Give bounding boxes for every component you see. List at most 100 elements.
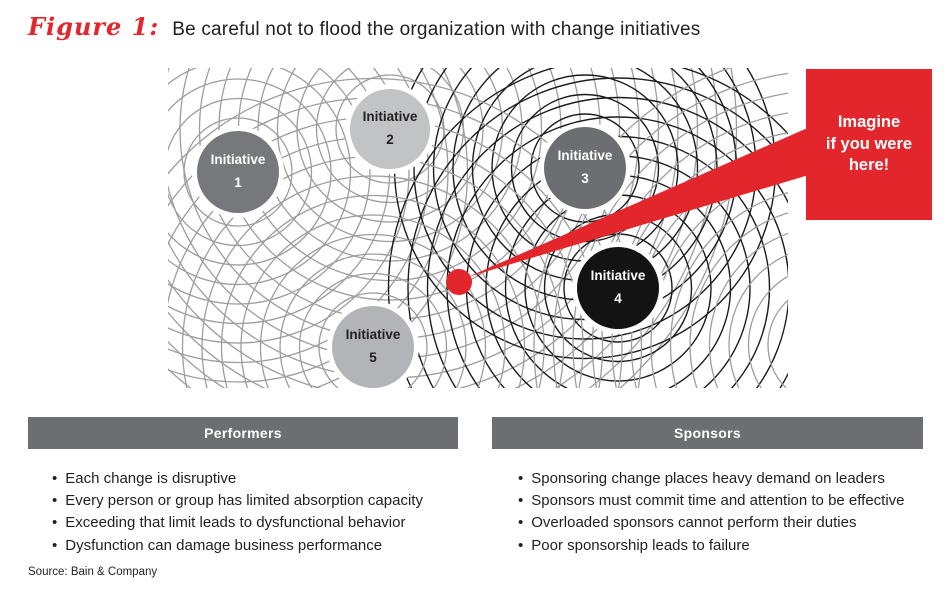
bullet-text: Each change is disruptive — [65, 469, 237, 487]
bullet-text: Sponsoring change places heavy demand on… — [531, 469, 885, 487]
figure-header: Figure 1: Be careful not to flood the or… — [28, 12, 700, 41]
sponsors-header-label: Sponsors — [674, 425, 741, 441]
ripple-ring — [240, 214, 506, 388]
ripple-ring — [611, 132, 788, 388]
performers-header-label: Performers — [204, 425, 282, 441]
ripple-ring — [572, 92, 788, 388]
bullet-item: • Sponsors must commit time and attention… — [518, 489, 905, 511]
ripple-ring — [708, 232, 788, 388]
ripple-ring — [168, 68, 352, 286]
initiative-number: 5 — [369, 350, 377, 365]
ripple-ring — [259, 233, 487, 388]
ripple-ring — [524, 194, 712, 382]
ripple-ring — [446, 116, 788, 388]
source-note: Source: Bain & Company — [28, 566, 158, 578]
bullet-item: • Poor sponsorship leads to failure — [518, 534, 905, 556]
callout-line: if you were — [825, 134, 913, 153]
ripple-ring — [747, 275, 788, 388]
ripple-ring — [591, 112, 788, 388]
bullet-dot: • — [518, 536, 524, 554]
ripple-ring — [279, 253, 467, 388]
bullet-item: • Each change is disruptive — [52, 467, 423, 489]
initiative-circle-4: Initiative 4 — [577, 247, 659, 329]
ripple-ring — [767, 299, 788, 388]
imagine-callout-box: Imagine if you were here! — [806, 69, 932, 220]
bullet-dot: • — [518, 469, 524, 487]
initiative-label: Initiative — [362, 109, 418, 125]
ripple-ring — [669, 192, 788, 388]
ripple-ring — [218, 68, 562, 301]
sponsors-header-bar: Sponsors — [492, 417, 923, 449]
ripple-ring — [168, 77, 643, 388]
figure-title: Be careful not to flood the organization… — [172, 19, 701, 40]
performers-header-bar: Performers — [28, 417, 458, 449]
bullet-text: Exceeding that limit leads to dysfunctio… — [65, 514, 406, 532]
you-are-here-dot — [446, 269, 472, 295]
initiative-circle-1: Initiative 1 — [197, 131, 279, 213]
performers-bullet-list: • Each change is disruptive • Every person … — [52, 467, 423, 557]
ripple-ring — [168, 68, 371, 305]
initiative-label: Initiative — [590, 268, 646, 284]
ripple-ring — [168, 68, 410, 344]
ripple-ring — [220, 194, 526, 388]
bullet-dot: • — [52, 492, 58, 510]
bullet-item: • Sponsoring change places heavy demand o… — [518, 467, 905, 489]
bullet-text: Dysfunction can damage business performa… — [65, 536, 383, 554]
bullet-dot: • — [518, 492, 524, 510]
bullet-text: Poor sponsorship leads to failure — [531, 536, 750, 554]
ripple-ring — [201, 175, 545, 388]
ripple-ring — [298, 272, 448, 388]
ripple-ring — [563, 233, 673, 343]
initiative-circle-3: Initiative 3 — [544, 127, 626, 209]
ripple-ring — [387, 68, 788, 388]
figure-label: Figure 1: — [28, 12, 160, 41]
ripple-ring — [728, 253, 788, 388]
initiative-number: 1 — [234, 175, 242, 190]
ripple-ring — [650, 171, 788, 388]
callout-pointer-wedge — [468, 126, 812, 277]
ripple-ring — [689, 212, 788, 388]
initiative-number: 2 — [386, 132, 394, 147]
sponsors-bullet-list: • Sponsoring change places heavy demand o… — [518, 467, 905, 557]
bullet-item: • Every person or group has limited absor… — [52, 489, 423, 511]
bullet-item: • Overloaded sponsors cannot perform thei… — [518, 512, 905, 534]
bullet-item: • Exceeding that limit leads to dysfuncti… — [52, 512, 423, 534]
callout-line: here! — [848, 156, 890, 175]
bullet-text: Every person or group has limited absorp… — [65, 492, 423, 510]
ripple-ring — [407, 77, 788, 388]
ripple-ring — [619, 68, 738, 388]
ripple-ring — [491, 74, 679, 262]
ripple-ring — [318, 292, 428, 388]
bullet-dot: • — [52, 536, 58, 554]
initiative-label: Initiative — [557, 148, 613, 164]
ripple-ring — [296, 68, 484, 223]
ripple-ring — [276, 68, 504, 243]
bullet-text: Sponsors must commit time and attention … — [531, 492, 905, 510]
ripple-ring — [630, 152, 788, 388]
ripple-ring — [168, 68, 699, 388]
ripple-ring — [426, 96, 788, 388]
bullet-dot: • — [518, 514, 524, 532]
ripple-ring — [552, 72, 788, 388]
ripple-ring — [168, 68, 718, 388]
initiative-label: Initiative — [345, 327, 401, 343]
ripple-ring — [315, 68, 465, 204]
bullet-dot: • — [52, 469, 58, 487]
callout-line: Imagine — [837, 112, 901, 131]
ripple-ring — [168, 68, 430, 364]
bullet-text: Overloaded sponsors cannot perform their… — [531, 514, 857, 532]
initiative-number: 4 — [614, 291, 622, 306]
bullet-dot: • — [52, 514, 58, 532]
ripple-ring — [237, 68, 543, 282]
initiative-label: Initiative — [210, 152, 266, 168]
callout-text: Imagine if you were here! — [826, 112, 912, 177]
bullet-item: • Dysfunction can damage business perform… — [52, 534, 423, 556]
ripple-ring — [168, 68, 679, 388]
ripple-ring — [168, 68, 391, 325]
ripple-ring — [533, 68, 732, 388]
initiative-number: 3 — [581, 171, 589, 186]
ripple-ring — [168, 97, 313, 247]
initiative-circle-2: Initiative 2 — [350, 89, 430, 169]
initiative-circle-5: Initiative 5 — [332, 306, 414, 388]
